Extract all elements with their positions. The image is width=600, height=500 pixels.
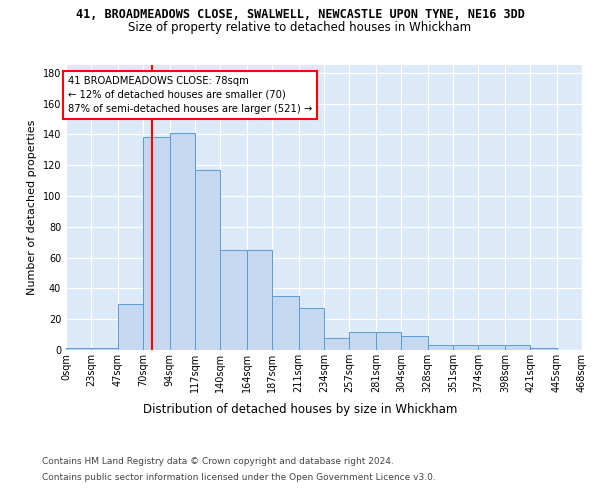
- Bar: [505, 346, 530, 350]
- Bar: [582, 347, 600, 350]
- Bar: [324, 338, 349, 350]
- Y-axis label: Number of detached properties: Number of detached properties: [27, 120, 37, 295]
- Bar: [401, 336, 428, 350]
- Text: 41 BROADMEADOWS CLOSE: 78sqm
← 12% of detached houses are smaller (70)
87% of se: 41 BROADMEADOWS CLOSE: 78sqm ← 12% of de…: [68, 76, 313, 114]
- Bar: [530, 348, 557, 350]
- Bar: [376, 332, 401, 350]
- Text: Contains public sector information licensed under the Open Government Licence v3: Contains public sector information licen…: [42, 472, 436, 482]
- Text: 41, BROADMEADOWS CLOSE, SWALWELL, NEWCASTLE UPON TYNE, NE16 3DD: 41, BROADMEADOWS CLOSE, SWALWELL, NEWCAS…: [76, 8, 524, 20]
- Bar: [143, 138, 170, 350]
- Bar: [478, 346, 505, 350]
- Text: Contains HM Land Registry data © Crown copyright and database right 2024.: Contains HM Land Registry data © Crown c…: [42, 458, 394, 466]
- Bar: [453, 346, 478, 350]
- Bar: [220, 250, 247, 350]
- Bar: [195, 170, 220, 350]
- Bar: [272, 296, 299, 350]
- Text: Size of property relative to detached houses in Whickham: Size of property relative to detached ho…: [128, 21, 472, 34]
- Bar: [170, 133, 195, 350]
- Bar: [118, 304, 143, 350]
- Bar: [349, 332, 376, 350]
- Bar: [91, 348, 118, 350]
- Bar: [66, 348, 91, 350]
- Bar: [428, 346, 453, 350]
- Text: Distribution of detached houses by size in Whickham: Distribution of detached houses by size …: [143, 402, 457, 415]
- Bar: [247, 250, 272, 350]
- Bar: [299, 308, 324, 350]
